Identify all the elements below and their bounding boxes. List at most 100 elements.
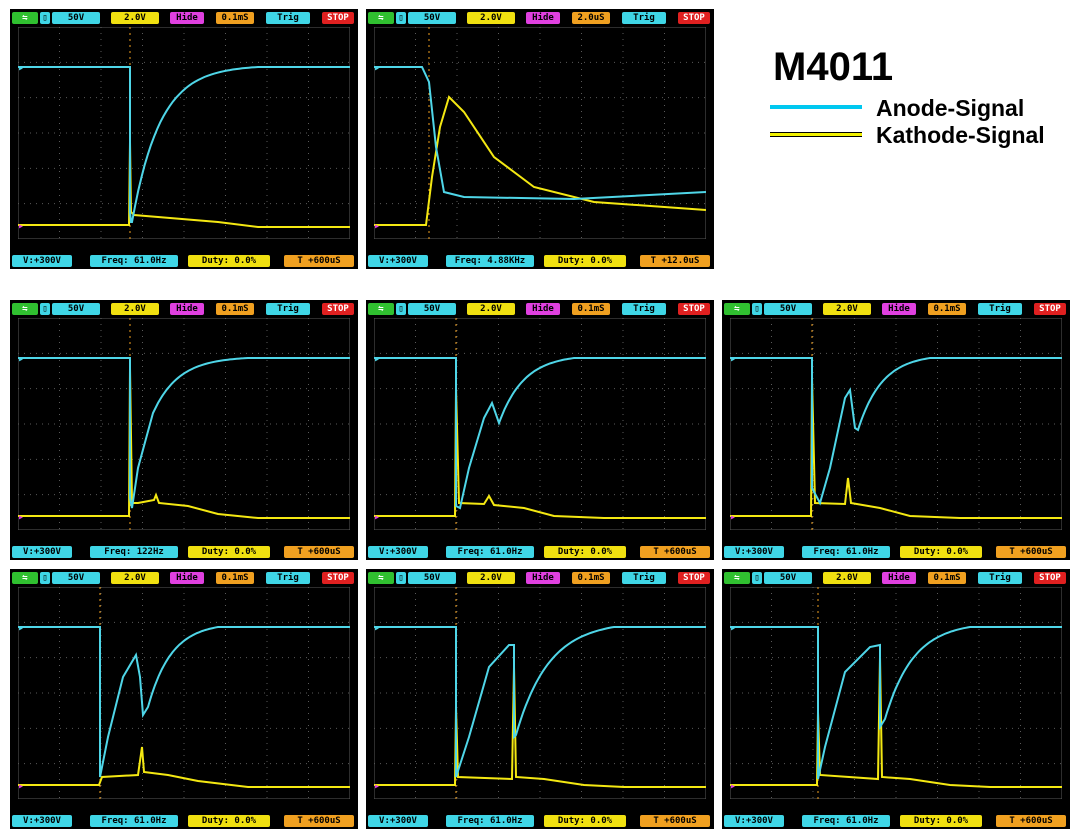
voltage-readout: V:+300V — [724, 815, 784, 827]
stop-badge: STOP — [322, 12, 354, 24]
scope-status-bar: ⇋ ▯ 50V 2.0V Hide 0.1mS Trig STOP — [10, 12, 358, 24]
trigger-badge: Trig — [622, 303, 666, 315]
usb-icon: ⇋ — [368, 303, 394, 315]
timebase-badge: 0.1mS — [928, 303, 966, 315]
stop-badge: STOP — [678, 12, 710, 24]
oscilloscope-screenshot: ⇋ ▯ 50V 2.0V Hide 0.1mS Trig STOP V:+300V Freq: 6… — [366, 569, 714, 829]
voltage-readout: V:+300V — [12, 546, 72, 558]
graticule — [18, 587, 350, 799]
time-readout: T +600uS — [640, 546, 710, 558]
duty-readout: Duty: 0.0% — [900, 546, 982, 558]
ch1-scale-badge: 50V — [52, 12, 100, 24]
legend-label-cathode: Kathode-Signal — [876, 122, 1045, 148]
hide-badge: Hide — [882, 572, 916, 584]
ch1-scale-badge: 50V — [52, 303, 100, 315]
ch1-scale-badge: 50V — [52, 572, 100, 584]
anode-signal-trace — [374, 357, 706, 510]
trigger-badge: Trig — [978, 572, 1022, 584]
scope-display: ▸▸ — [18, 587, 350, 799]
duty-readout: Duty: 0.0% — [188, 546, 270, 558]
time-readout: T +12.0uS — [640, 255, 710, 267]
voltage-readout: V:+300V — [724, 546, 784, 558]
ch1-level-marker-icon: ▸ — [374, 63, 380, 74]
scope-status-bar: ⇋ ▯ 50V 2.0V Hide 2.0uS Trig STOP — [366, 12, 714, 24]
coupling-icon: ▯ — [396, 303, 406, 315]
hide-badge: Hide — [170, 12, 204, 24]
frequency-readout: Freq: 61.0Hz — [802, 815, 890, 827]
timebase-badge: 0.1mS — [928, 572, 966, 584]
ch1-level-marker-icon: ▸ — [730, 623, 736, 634]
anode-signal-trace — [730, 357, 1062, 506]
legend-item-cathode: Kathode-Signal — [770, 122, 1070, 148]
oscilloscope-screenshot: ⇋ ▯ 50V 2.0V Hide 0.1mS Trig STOP V:+300V Freq: 6… — [722, 300, 1070, 560]
time-readout: T +600uS — [996, 546, 1066, 558]
ch2-level-marker-icon: ▸ — [18, 221, 24, 232]
scope-status-bar: ⇋ ▯ 50V 2.0V Hide 0.1mS Trig STOP — [722, 303, 1070, 315]
stop-badge: STOP — [322, 303, 354, 315]
timebase-badge: 0.1mS — [572, 303, 610, 315]
legend-item-anode: Anode-Signal — [770, 95, 1070, 121]
graticule — [730, 318, 1062, 530]
scope-status-bar: ⇋ ▯ 50V 2.0V Hide 0.1mS Trig STOP — [366, 572, 714, 584]
scope-status-bar: ⇋ ▯ 50V 2.0V Hide 0.1mS Trig STOP — [10, 303, 358, 315]
legend-title: M4011 — [773, 45, 894, 89]
oscilloscope-screenshot: ⇋ ▯ 50V 2.0V Hide 2.0uS Trig STOP V:+300V Freq: 4… — [366, 9, 714, 269]
scope-display: ▸▸ — [374, 318, 706, 530]
scope-readout-bar: V:+300V Freq: 61.0Hz Duty: 0.0% T +600uS — [366, 815, 714, 827]
timebase-badge: 0.1mS — [572, 572, 610, 584]
ch1-scale-badge: 50V — [408, 12, 456, 24]
usb-icon: ⇋ — [368, 12, 394, 24]
trigger-badge: Trig — [266, 303, 310, 315]
anode-legend-line — [770, 105, 862, 109]
ch2-level-marker-icon: ▸ — [730, 781, 736, 792]
scope-readout-bar: V:+300V Freq: 61.0Hz Duty: 0.0% T +600uS — [366, 546, 714, 558]
time-readout: T +600uS — [284, 546, 354, 558]
duty-readout: Duty: 0.0% — [544, 255, 626, 267]
frequency-readout: Freq: 61.0Hz — [446, 815, 534, 827]
scope-display: ▸▸ — [18, 27, 350, 239]
hide-badge: Hide — [526, 572, 560, 584]
usb-icon: ⇋ — [368, 572, 394, 584]
frequency-readout: Freq: 61.0Hz — [802, 546, 890, 558]
graticule — [374, 587, 706, 799]
voltage-readout: V:+300V — [368, 546, 428, 558]
scope-status-bar: ⇋ ▯ 50V 2.0V Hide 0.1mS Trig STOP — [10, 572, 358, 584]
frequency-readout: Freq: 4.88KHz — [446, 255, 534, 267]
ch2-scale-badge: 2.0V — [467, 303, 515, 315]
ch1-scale-badge: 50V — [764, 303, 812, 315]
stop-badge: STOP — [1034, 303, 1066, 315]
cathode-legend-line — [770, 132, 862, 137]
scope-display: ▸▸ — [374, 27, 706, 239]
coupling-icon: ▯ — [752, 572, 762, 584]
anode-signal-trace — [18, 357, 350, 509]
scope-status-bar: ⇋ ▯ 50V 2.0V Hide 0.1mS Trig STOP — [366, 303, 714, 315]
usb-icon: ⇋ — [12, 572, 38, 584]
scope-readout-bar: V:+300V Freq: 122Hz Duty: 0.0% T +600uS — [10, 546, 358, 558]
ch1-level-marker-icon: ▸ — [374, 623, 380, 634]
ch1-level-marker-icon: ▸ — [18, 623, 24, 634]
trigger-badge: Trig — [978, 303, 1022, 315]
stop-badge: STOP — [678, 303, 710, 315]
cathode-signal-trace — [374, 95, 706, 226]
scope-readout-bar: V:+300V Freq: 4.88KHz Duty: 0.0% T +12.0uS — [366, 255, 714, 267]
ch1-level-marker-icon: ▸ — [18, 354, 24, 365]
voltage-readout: V:+300V — [368, 255, 428, 267]
ch2-level-marker-icon: ▸ — [374, 221, 380, 232]
stop-badge: STOP — [322, 572, 354, 584]
usb-icon: ⇋ — [724, 572, 750, 584]
coupling-icon: ▯ — [752, 303, 762, 315]
coupling-icon: ▯ — [40, 12, 50, 24]
duty-readout: Duty: 0.0% — [188, 815, 270, 827]
ch2-level-marker-icon: ▸ — [18, 781, 24, 792]
anode-signal-trace — [374, 66, 706, 201]
trigger-badge: Trig — [266, 12, 310, 24]
ch2-level-marker-icon: ▸ — [18, 512, 24, 523]
stop-badge: STOP — [1034, 572, 1066, 584]
ch2-scale-badge: 2.0V — [111, 572, 159, 584]
timebase-badge: 0.1mS — [216, 572, 254, 584]
scope-display: ▸▸ — [730, 587, 1062, 799]
time-readout: T +600uS — [284, 815, 354, 827]
usb-icon: ⇋ — [12, 12, 38, 24]
scope-display: ▸▸ — [374, 587, 706, 799]
trigger-badge: Trig — [622, 572, 666, 584]
